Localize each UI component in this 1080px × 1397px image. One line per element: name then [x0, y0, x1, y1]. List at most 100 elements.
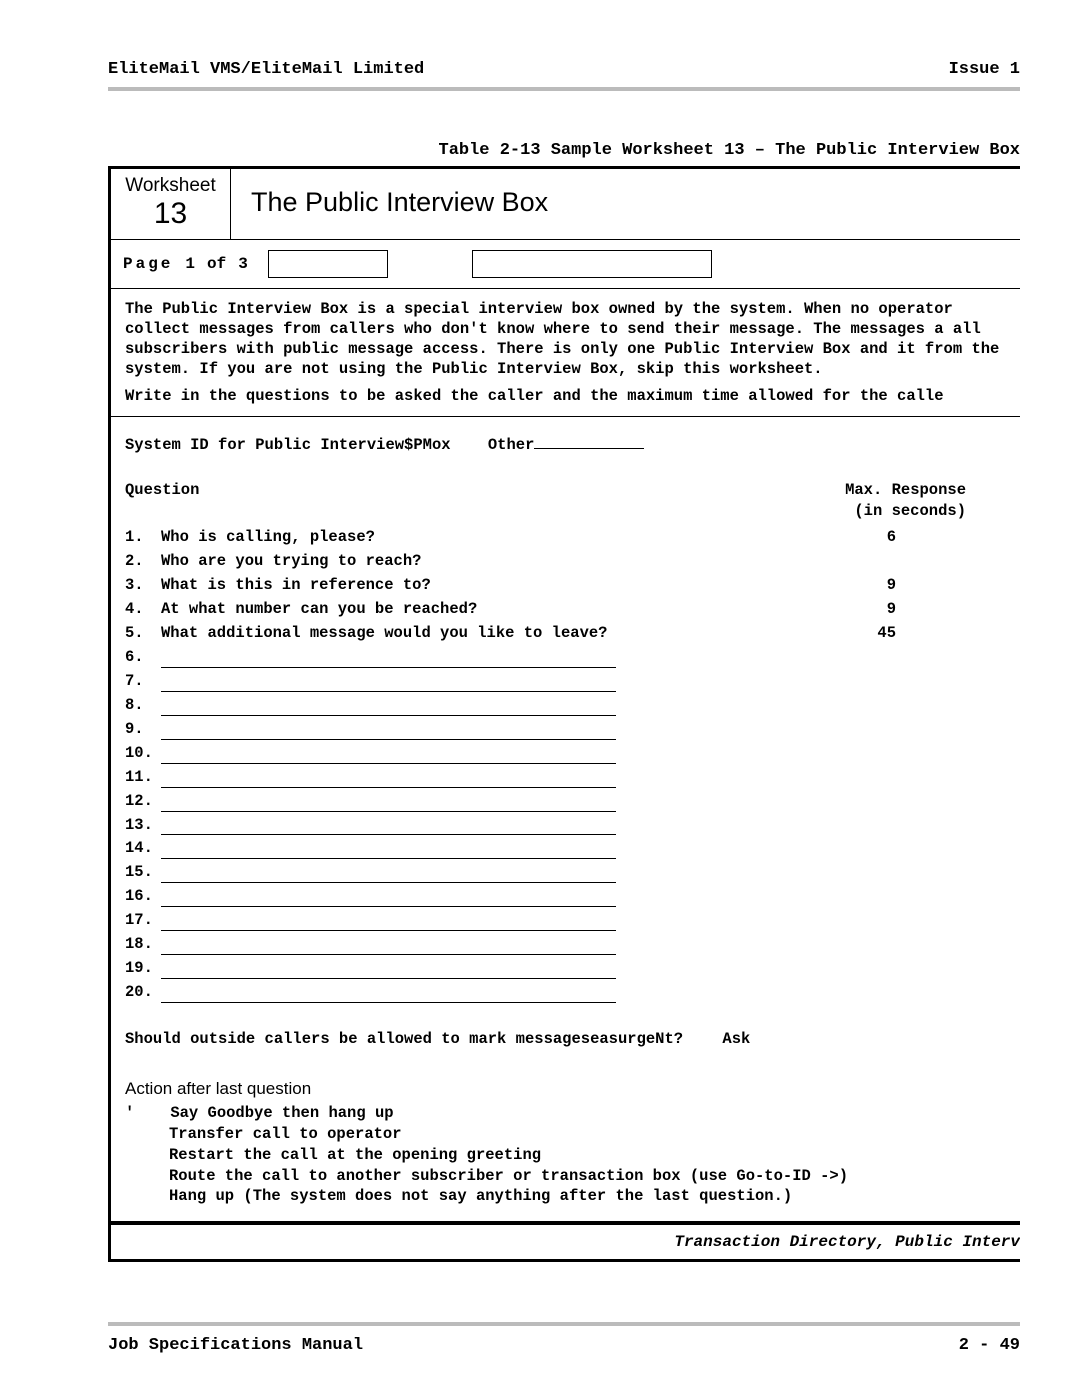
question-number: 20. — [125, 982, 161, 1003]
worksheet-header: Worksheet 13 The Public Interview Box — [111, 169, 1020, 240]
question-row: 5.What additional message would you like… — [125, 623, 1006, 644]
question-number: 13. — [125, 815, 161, 836]
question-blank-line — [161, 798, 616, 812]
other-blank-line — [534, 448, 644, 449]
worksheet-label: Worksheet — [115, 175, 226, 197]
question-blank-line — [161, 821, 616, 835]
worksheet-number-cell: Worksheet 13 — [111, 169, 231, 239]
question-list: 1.Who is calling, please?6 2.Who are you … — [125, 527, 1006, 1002]
page-indicator-row: Page 1 of 3 — [111, 240, 1020, 289]
question-blank-line — [161, 774, 616, 788]
question-row-blank: 9. — [125, 719, 1006, 740]
question-number: 15. — [125, 862, 161, 883]
question-text: What additional message would you like t… — [161, 623, 616, 644]
question-header-left: Question — [125, 480, 199, 522]
question-number: 16. — [125, 886, 161, 907]
question-number: 18. — [125, 934, 161, 955]
page-total: 3 — [238, 255, 248, 273]
question-row: 3.What is this in reference to?9 — [125, 575, 1006, 596]
table-caption: Table 2-13 Sample Worksheet 13 – The Pub… — [108, 141, 1020, 160]
action-list: Say Goodbye then hang upTransfer call to… — [125, 1103, 1006, 1208]
action-item: Say Goodbye then hang up — [125, 1103, 1006, 1124]
question-number: 8. — [125, 695, 161, 716]
question-number: 14. — [125, 838, 161, 859]
question-response: 9 — [616, 599, 936, 620]
worksheet-footer-italic: Transaction Directory, Public Interv — [111, 1225, 1020, 1259]
action-item: Route the call to another subscriber or … — [125, 1166, 1006, 1187]
header-left: EliteMail VMS/EliteMail Limited — [108, 60, 424, 79]
question-row-blank: 18. — [125, 934, 1006, 955]
question-number: 7. — [125, 671, 161, 692]
page-prefix: Page — [123, 255, 173, 273]
question-header: Question Max. Response (in seconds) — [125, 480, 1006, 522]
question-row: 1.Who is calling, please?6 — [125, 527, 1006, 548]
question-row-blank: 19. — [125, 958, 1006, 979]
question-number: 12. — [125, 791, 161, 812]
question-text: What is this in reference to? — [161, 575, 616, 596]
question-blank-line — [161, 845, 616, 859]
system-id-line: System ID for Public Interview$PMox Othe… — [125, 435, 1006, 456]
urgent-line: Should outside callers be allowed to mar… — [125, 1029, 1006, 1050]
question-row-blank: 15. — [125, 862, 1006, 883]
action-title: Action after last question — [125, 1078, 1006, 1101]
footer-left: Job Specifications Manual — [108, 1336, 363, 1355]
footer-rule — [108, 1322, 1020, 1326]
question-number: 2. — [125, 551, 161, 572]
question-row: 4.At what number can you be reached?9 — [125, 599, 1006, 620]
question-blank-line — [161, 917, 616, 931]
desc-para-2: Write in the questions to be asked the c… — [125, 386, 1006, 406]
urgent-ask: Ask — [722, 1030, 750, 1048]
question-row-blank: 6. — [125, 647, 1006, 668]
question-number: 4. — [125, 599, 161, 620]
question-number: 3. — [125, 575, 161, 596]
question-row-blank: 12. — [125, 791, 1006, 812]
system-id-label: System ID for Public Interview$PMox — [125, 436, 451, 454]
question-row: 2.Who are you trying to reach? — [125, 551, 1006, 572]
question-blank-line — [161, 750, 616, 764]
question-row-blank: 13. — [125, 815, 1006, 836]
document-page: EliteMail VMS/EliteMail Limited Issue 1 … — [0, 0, 1080, 1397]
question-response: 6 — [616, 527, 936, 548]
question-row-blank: 20. — [125, 982, 1006, 1003]
page-box-1 — [268, 250, 388, 278]
header-rule — [108, 87, 1020, 91]
question-number: 9. — [125, 719, 161, 740]
page-header: EliteMail VMS/EliteMail Limited Issue 1 — [108, 60, 1020, 79]
question-number: 17. — [125, 910, 161, 931]
action-item: Restart the call at the opening greeting — [125, 1145, 1006, 1166]
question-row-blank: 14. — [125, 838, 1006, 859]
page-of: of — [207, 255, 226, 273]
worksheet-description: The Public Interview Box is a special in… — [111, 289, 1020, 417]
question-blank-line — [161, 678, 616, 692]
action-item: Hang up (The system does not say anythin… — [125, 1186, 1006, 1207]
question-row-blank: 16. — [125, 886, 1006, 907]
question-blank-line — [161, 941, 616, 955]
page-footer: Job Specifications Manual 2 - 49 — [108, 1336, 1020, 1355]
question-response: 9 — [616, 575, 936, 596]
question-response: 45 — [616, 623, 936, 644]
question-number: 5. — [125, 623, 161, 644]
question-text: At what number can you be reached? — [161, 599, 616, 620]
header-right: Issue 1 — [949, 60, 1020, 79]
question-text: Who is calling, please? — [161, 527, 616, 548]
question-blank-line — [161, 702, 616, 716]
question-row-blank: 11. — [125, 767, 1006, 788]
page-current: 1 — [185, 255, 195, 273]
question-blank-line — [161, 869, 616, 883]
question-number: 11. — [125, 767, 161, 788]
question-blank-line — [161, 893, 616, 907]
maxresp-line2: (in seconds) — [854, 502, 966, 520]
question-text: Who are you trying to reach? — [161, 551, 616, 572]
question-number: 10. — [125, 743, 161, 764]
question-row-blank: 17. — [125, 910, 1006, 931]
action-item: Transfer call to operator — [125, 1124, 1006, 1145]
question-header-right: Max. Response (in seconds) — [845, 480, 1006, 522]
other-label: Other — [488, 436, 535, 454]
question-number: 1. — [125, 527, 161, 548]
worksheet-box: Worksheet 13 The Public Interview Box Pa… — [108, 166, 1020, 1262]
question-blank-line — [161, 989, 616, 1003]
worksheet-body: System ID for Public Interview$PMox Othe… — [111, 417, 1020, 1226]
question-row-blank: 8. — [125, 695, 1006, 716]
question-blank-line — [161, 965, 616, 979]
footer-right: 2 - 49 — [959, 1336, 1020, 1355]
